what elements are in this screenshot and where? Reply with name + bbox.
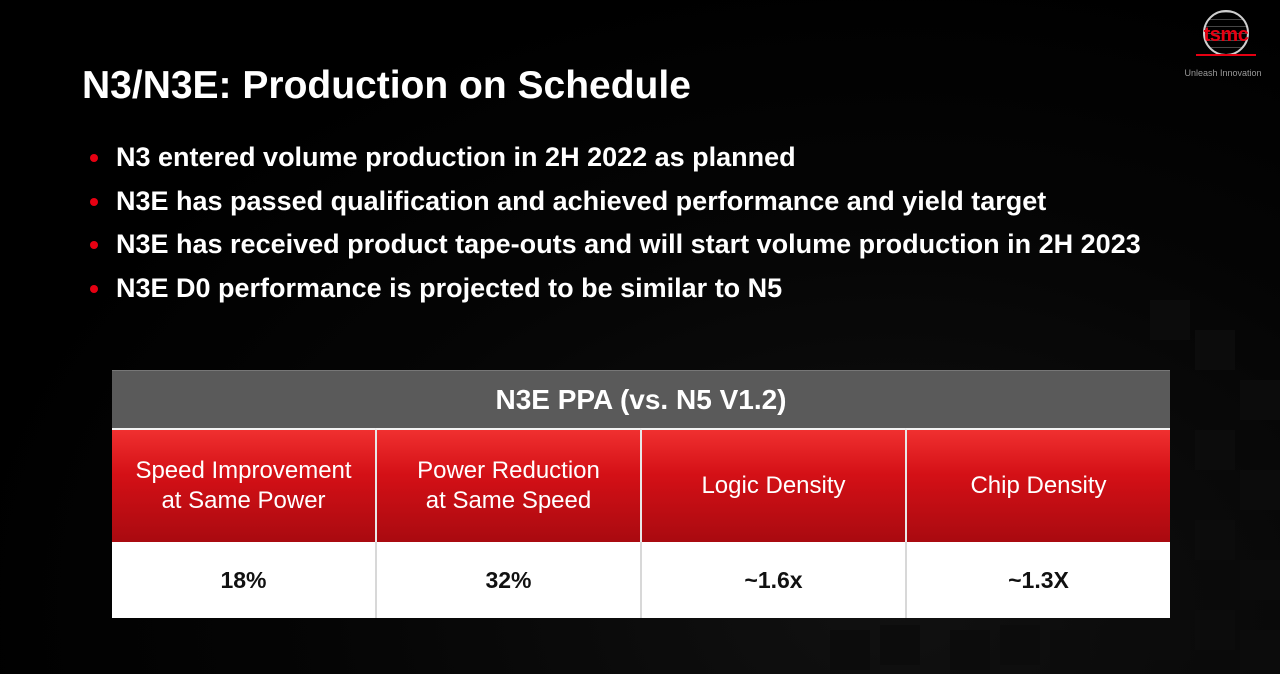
ppa-label-speed: Speed Improvement at Same Power [112, 428, 375, 542]
ppa-value-speed: 18% [112, 542, 375, 618]
bullet-list: N3 entered volume production in 2H 2022 … [88, 138, 1141, 312]
bullet-dot-icon [90, 154, 98, 162]
bullet-dot-icon [90, 284, 98, 293]
bullet-dot-icon [90, 241, 98, 249]
bullet-dot-icon [90, 197, 98, 206]
bullet-item: N3E has received product tape-outs and w… [88, 225, 1141, 269]
ppa-label-row: Speed Improvement at Same Power Power Re… [112, 428, 1170, 542]
bullet-item: N3E D0 performance is projected to be si… [88, 269, 1141, 313]
bullet-text: N3E has passed qualification and achieve… [116, 185, 1047, 216]
tsmc-logo: tsmc [1192, 10, 1260, 60]
ppa-value-chip-density: ~1.3X [905, 542, 1170, 618]
ppa-value-logic-density: ~1.6x [640, 542, 905, 618]
ppa-value-row: 18% 32% ~1.6x ~1.3X [112, 542, 1170, 618]
ppa-label-chip-density: Chip Density [905, 428, 1170, 542]
ppa-table-header: N3E PPA (vs. N5 V1.2) [112, 370, 1170, 429]
bullet-item: N3E has passed qualification and achieve… [88, 182, 1141, 226]
ppa-label-power: Power Reduction at Same Speed [375, 428, 640, 542]
bullet-text: N3 entered volume production in 2H 2022 … [116, 142, 796, 172]
logo-wordmark: tsmc [1203, 24, 1249, 46]
bullet-text: N3E has received product tape-outs and w… [116, 229, 1141, 259]
bullet-item: N3 entered volume production in 2H 2022 … [88, 138, 1141, 182]
logo-tagline: Unleash Innovation [1184, 68, 1262, 78]
ppa-label-logic-density: Logic Density [640, 428, 905, 542]
ppa-table: N3E PPA (vs. N5 V1.2) Speed Improvement … [112, 370, 1170, 618]
ppa-value-power: 32% [375, 542, 640, 618]
slide-title: N3/N3E: Production on Schedule [82, 64, 691, 107]
bullet-text: N3E D0 performance is projected to be si… [116, 272, 783, 303]
logo-underline [1196, 54, 1256, 56]
